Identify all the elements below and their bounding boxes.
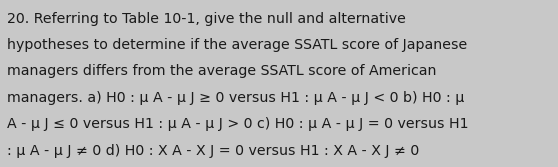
Text: managers differs from the average SSATL score of American: managers differs from the average SSATL … [7,64,437,78]
Text: hypotheses to determine if the average SSATL score of Japanese: hypotheses to determine if the average S… [7,38,468,52]
Text: : μ A - μ J ≠ 0 d) H0 : X A - X J = 0 versus H1 : X A - X J ≠ 0: : μ A - μ J ≠ 0 d) H0 : X A - X J = 0 ve… [7,144,420,158]
Text: A - μ J ≤ 0 versus H1 : μ A - μ J > 0 c) H0 : μ A - μ J = 0 versus H1: A - μ J ≤ 0 versus H1 : μ A - μ J > 0 c)… [7,117,469,131]
Text: 20. Referring to Table 10-1, give the null and alternative: 20. Referring to Table 10-1, give the nu… [7,12,406,26]
Text: managers. a) H0 : μ A - μ J ≥ 0 versus H1 : μ A - μ J < 0 b) H0 : μ: managers. a) H0 : μ A - μ J ≥ 0 versus H… [7,91,465,105]
